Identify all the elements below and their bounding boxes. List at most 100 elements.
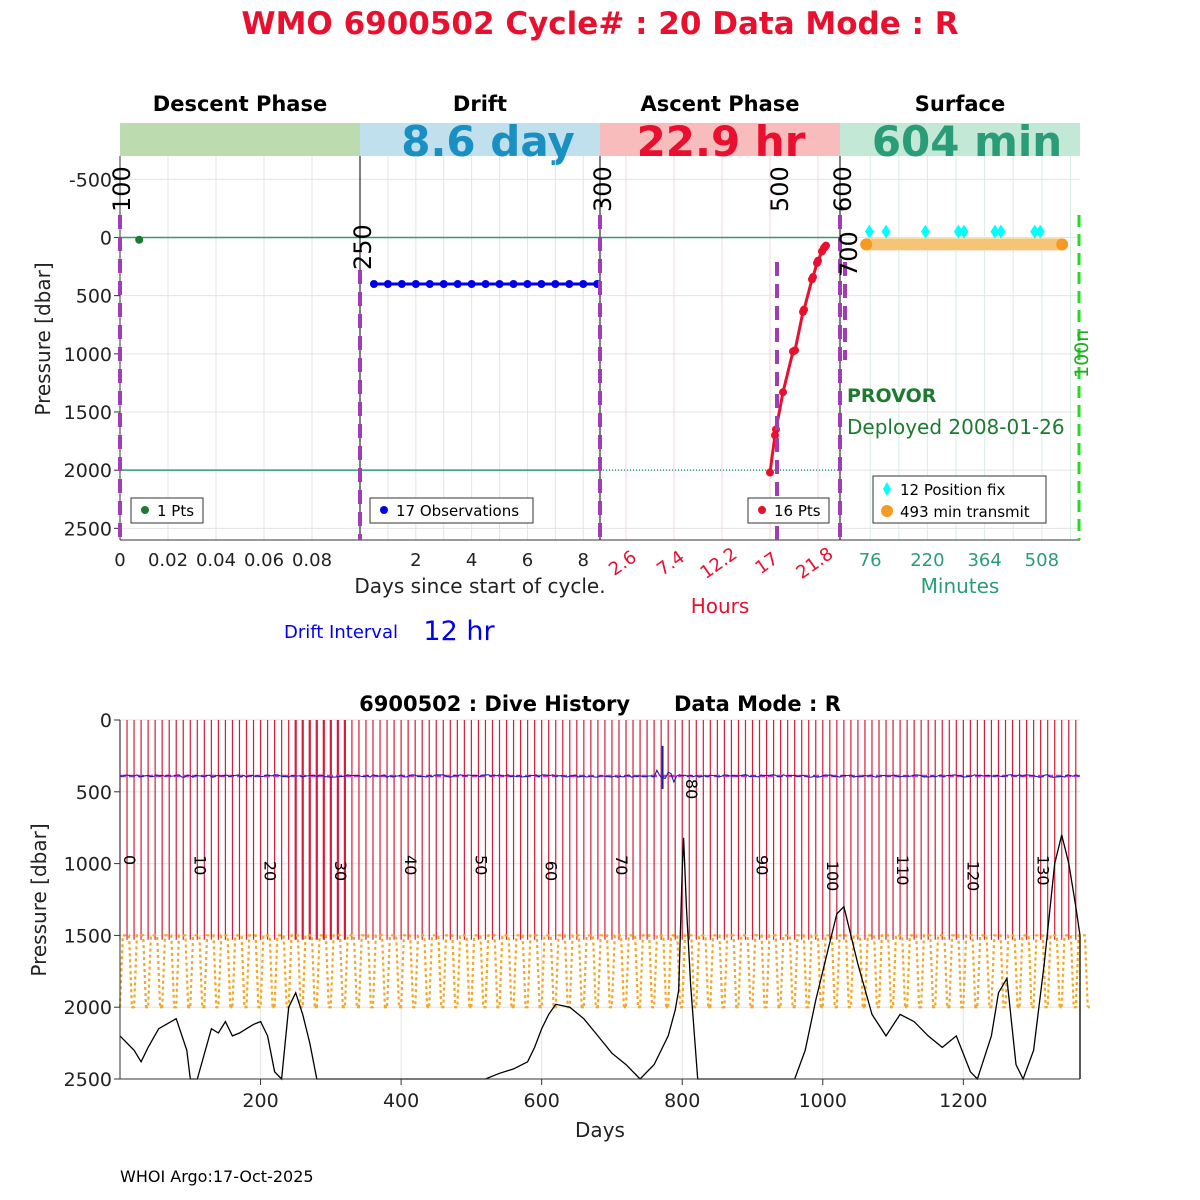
ascent-x-tick-label: 7.4 [653, 547, 689, 581]
drift-observation-point [537, 280, 546, 288]
y-tick-label: 1500 [64, 925, 112, 947]
drift-phase-label: Drift [453, 92, 507, 116]
ascent-x-tick-label: 17 [751, 548, 782, 578]
cycle-number-label: 60 [542, 861, 561, 881]
descent-x-tick-label: 0.04 [196, 550, 236, 571]
phase-marker-label: 100 [108, 166, 136, 212]
descent-legend: 1 Pts [130, 497, 204, 524]
ascent-x-tick-label: 12.2 [696, 543, 741, 583]
drift-observation-point [495, 280, 504, 288]
position-fix-legend-text: 12 Position fix [900, 481, 1005, 499]
ascent-profile-point [800, 305, 808, 314]
cycle-plot-y-label: Pressure [dbar] [31, 262, 55, 415]
transmit-start-point [860, 238, 873, 251]
x-tick-label: 1000 [799, 1090, 847, 1112]
deployment-date: Deployed 2008-01-26 [847, 415, 1065, 439]
drift-legend-text: 17 Observations [396, 502, 519, 520]
dive-history-data: 0 10 20 30 40 50 60 70 80 90 100 110 120 130 [118, 720, 1090, 1081]
minutes-axis-label: Minutes [921, 574, 1000, 598]
ascent-profile-point [822, 241, 830, 250]
position-fix-point [996, 224, 1006, 239]
drift-observation-point [579, 280, 588, 288]
drift-observation-point [439, 280, 448, 288]
ascent-profile-point [814, 256, 822, 265]
credit-footer: WHOI Argo:17-Oct-2025 [120, 1167, 314, 1186]
cycle-number-label: 20 [261, 861, 280, 881]
phase-marker-label: 600 [829, 166, 857, 212]
y-tick-label: 500 [76, 286, 112, 308]
surface-pattern-line [118, 934, 1089, 1009]
descent-legend-text: 1 Pts [157, 502, 194, 520]
dive-history-y-label: Pressure [dbar] [27, 823, 51, 976]
drift-observation-point [523, 280, 532, 288]
surface-x-tick-label: 508 [1025, 550, 1059, 571]
position-fix-point [953, 224, 963, 239]
drift-observation-point [509, 280, 518, 288]
ascent-x-tick-label: 21.8 [792, 543, 837, 583]
hours-axis-label: Hours [691, 594, 750, 618]
drift-observation-point [383, 280, 392, 288]
drift-legend: 17 Observations [369, 497, 534, 524]
ascent-phase-band [600, 123, 840, 156]
transmit-end-point [1056, 238, 1069, 251]
position-fix-point [881, 224, 891, 239]
y-tick-label: 500 [76, 782, 112, 804]
y-tick-label: 1000 [64, 854, 112, 876]
drift-observation-point [551, 280, 560, 288]
descent-point [135, 235, 144, 244]
drift-x-tick-label: 2 [410, 550, 421, 571]
position-fix-point [959, 224, 969, 239]
float-type: PROVOR [847, 385, 937, 407]
x-tick-label: 200 [242, 1090, 278, 1112]
descent-x-tick-label: 0.08 [292, 550, 332, 571]
cycle-number-label: 90 [753, 855, 772, 875]
drift-observation-point [369, 280, 378, 288]
y-tick-label: -500 [69, 169, 112, 191]
x-tick-label: 800 [664, 1090, 700, 1112]
cycle-number-label: 40 [401, 855, 420, 875]
ascent-legend: 16 Pts [747, 497, 830, 524]
y-tick-label: 2000 [64, 460, 112, 482]
figure-title: WMO 6900502 Cycle# : 20 Data Mode : R [241, 6, 958, 42]
cycle-plot-y-axis: -500 0 500 1000 1500 2000 2500 [64, 156, 121, 540]
drift-observation-point [397, 280, 406, 288]
dive-history-x-label: Days [575, 1118, 625, 1142]
drift-observation-point [481, 280, 490, 288]
descent-phase-band [120, 123, 360, 156]
surface-phase-band [840, 123, 1080, 156]
x-tick-label: 600 [524, 1090, 560, 1112]
ascent-legend-text: 16 Pts [774, 502, 821, 520]
drift-observation-point [565, 280, 574, 288]
cycle-number-label: 130 [1034, 855, 1053, 886]
phase-marker-label: 100n [1071, 330, 1093, 378]
cycle-number-label: 110 [893, 855, 912, 886]
dive-history-grid [120, 719, 1080, 1080]
y-tick-label: 1000 [64, 344, 112, 366]
position-fix-point [1030, 224, 1040, 239]
y-tick-label: 0 [100, 710, 112, 732]
phase-marker-label: 300 [589, 166, 617, 212]
position-fix-point [864, 224, 874, 239]
cycle-number-label: 30 [331, 861, 350, 881]
cycle-number-label: 120 [963, 861, 982, 892]
surface-x-tick-label: 220 [910, 550, 944, 571]
x-tick-label: 1200 [939, 1090, 987, 1112]
drift-x-tick-label: 6 [522, 550, 533, 571]
y-tick-label: 1500 [64, 402, 112, 424]
drift-interval-value: 12 hr [423, 616, 495, 647]
surface-duration: 604 min [872, 117, 1062, 166]
drift-observation-point [425, 280, 434, 288]
transmit-legend-text: 493 min transmit [900, 503, 1030, 521]
cycle-number-label: 10 [190, 855, 209, 875]
descent-x-tick-label: 0 [114, 550, 125, 571]
ascent-profile-point [791, 346, 799, 355]
descent-phase-label: Descent Phase [153, 92, 327, 116]
drift-x-tick-label: 8 [578, 550, 589, 571]
phase-marker-label: 500 [766, 166, 794, 212]
position-fix-point [1035, 224, 1045, 239]
cycle-number-label: 80 [682, 779, 701, 799]
drift-observation-point [453, 280, 462, 288]
y-tick-label: 2500 [64, 1069, 112, 1091]
